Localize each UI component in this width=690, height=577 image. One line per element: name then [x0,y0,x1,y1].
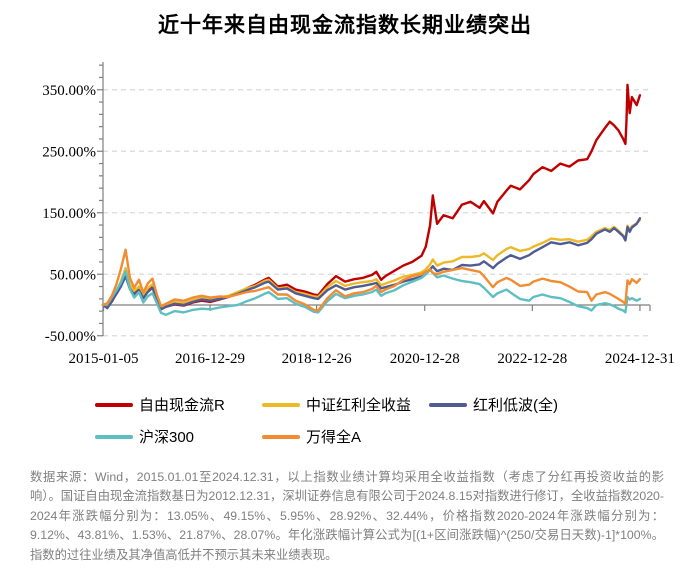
legend-swatch-icon [95,402,133,407]
x-tick-label: 2016-12-29 [175,351,245,367]
legend-swatch-icon [262,434,300,439]
y-tick-label: 350.00% [42,83,96,99]
legend-label: 沪深300 [139,429,195,446]
chart-title: 近十年来自由现金流指数长期业绩突出 [158,14,532,37]
legend-swatch-icon [429,402,467,407]
legend-swatch-icon [95,434,133,439]
x-tick-label: 2018-12-26 [282,351,352,367]
data-source-footnote: 数据来源：Wind，2015.01.01至2024.12.31，以上指数业绩计算… [30,470,664,562]
legend-label: 万得全A [306,429,362,446]
series-line-4 [101,248,642,312]
y-tick-labels: 350.00% 250.00% 150.00% 50.00% -50.00% [42,83,96,345]
legend-item-free-cash-flow: 自由现金流R [95,394,262,415]
gridlines [103,89,650,337]
series-line-0 [101,83,642,310]
series-lines [101,83,642,316]
y-tick-label: 250.00% [42,144,96,160]
series-line-3 [101,268,642,316]
legend-row-2: 沪深300 万得全A [95,426,558,447]
y-tick-label: 150.00% [42,206,96,222]
legend-label: 红利低波(全) [473,397,558,414]
legend-label: 中证红利全收益 [306,397,412,414]
legend-swatch-icon [262,402,300,407]
y-tick-label: -50.00% [45,329,96,345]
y-axis [97,62,104,337]
x-tick-label: 2015-01-05 [69,351,139,367]
series-line-1 [101,218,642,308]
series-line-2 [101,217,642,311]
legend-item-wind-all-a: 万得全A [262,426,361,447]
legend-row-1: 自由现金流R 中证红利全收益 红利低波(全) [95,394,558,415]
y-tick-label: 50.00% [50,267,96,283]
legend-label: 自由现金流R [139,397,225,414]
legend-item-dividend-total-return: 中证红利全收益 [262,394,429,415]
legend-item-csi300: 沪深300 [95,426,262,447]
legend: 自由现金流R 中证红利全收益 红利低波(全) 沪深300 万得全A [95,394,558,447]
x-tick-label: 2020-12-28 [390,351,460,367]
x-tick-labels: 2015-01-05 2016-12-29 2018-12-26 2020-12-28… [69,351,675,367]
x-tick-label: 2024-12-31 [605,351,675,367]
legend-item-dividend-low-vol: 红利低波(全) [429,394,558,415]
x-tick-label: 2022-12-28 [497,351,567,367]
